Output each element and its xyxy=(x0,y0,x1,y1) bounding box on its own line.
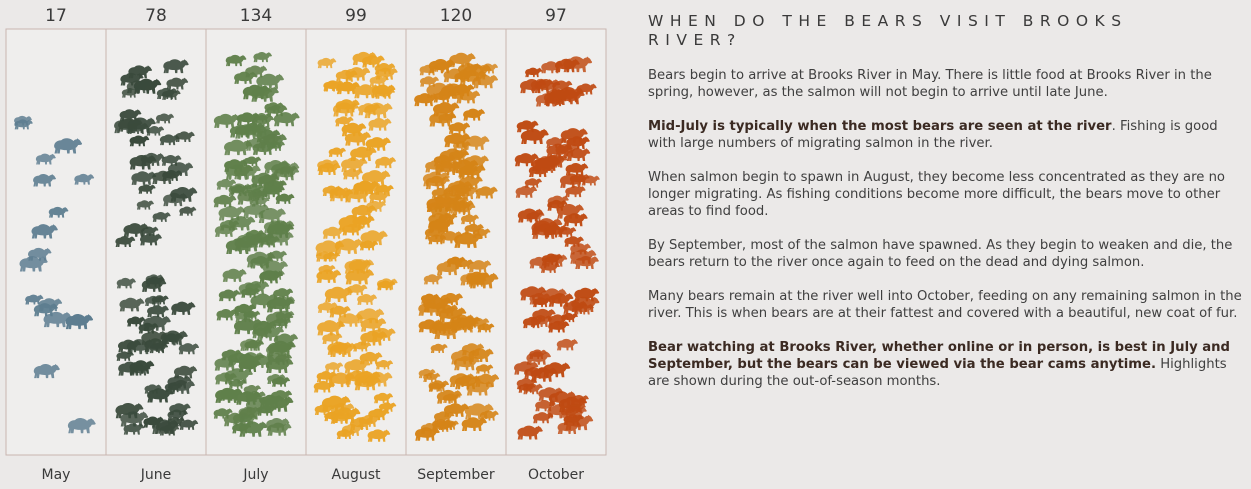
paragraph-summary-bold: Bear watching at Brooks River, whether o… xyxy=(648,340,1230,372)
paragraph-july-rest: . Fishing is good with large numbers of … xyxy=(648,119,1218,151)
paragraph-september: By September, most of the salmon have sp… xyxy=(648,238,1233,270)
count-label-july: 134 xyxy=(240,6,272,26)
paragraph-october: Many bears remain at the river well into… xyxy=(648,289,1242,321)
month-label-september: September xyxy=(417,467,495,483)
paragraph-july: Mid-July is typically when the most bear… xyxy=(648,118,1242,152)
month-label-october: October xyxy=(528,467,584,483)
month-label-june: June xyxy=(140,467,172,483)
bear-pictogram-chart: 17 May 78 June 134 July 99 August 120 September 97… xyxy=(5,6,607,483)
paragraph-may: Bears begin to arrive at Brooks River in… xyxy=(648,68,1212,100)
paragraph-july-bold: Mid-July is typically when the most bear… xyxy=(648,119,1112,134)
column-may xyxy=(5,28,107,456)
count-label-september: 120 xyxy=(440,6,472,26)
count-label-june: 78 xyxy=(145,6,167,26)
count-label-october: 97 xyxy=(545,6,567,26)
month-label-august: August xyxy=(332,467,382,483)
paragraph-august: When salmon begin to spawn in August, th… xyxy=(648,170,1225,219)
paragraph-summary-rest: Highlights are shown during the out-of-s… xyxy=(648,357,1227,389)
month-label-july: July xyxy=(242,467,268,483)
count-label-may: 17 xyxy=(45,6,67,26)
paragraph-summary: Bear watching at Brooks River, whether o… xyxy=(648,339,1242,390)
panel-title: WHEN DO THE BEARS VISIT BROOKS RIVER? xyxy=(648,12,1128,49)
month-label-may: May xyxy=(42,467,71,483)
count-label-august: 99 xyxy=(345,6,367,26)
text-panel: WHEN DO THE BEARS VISIT BROOKS RIVER? Be… xyxy=(648,12,1242,407)
